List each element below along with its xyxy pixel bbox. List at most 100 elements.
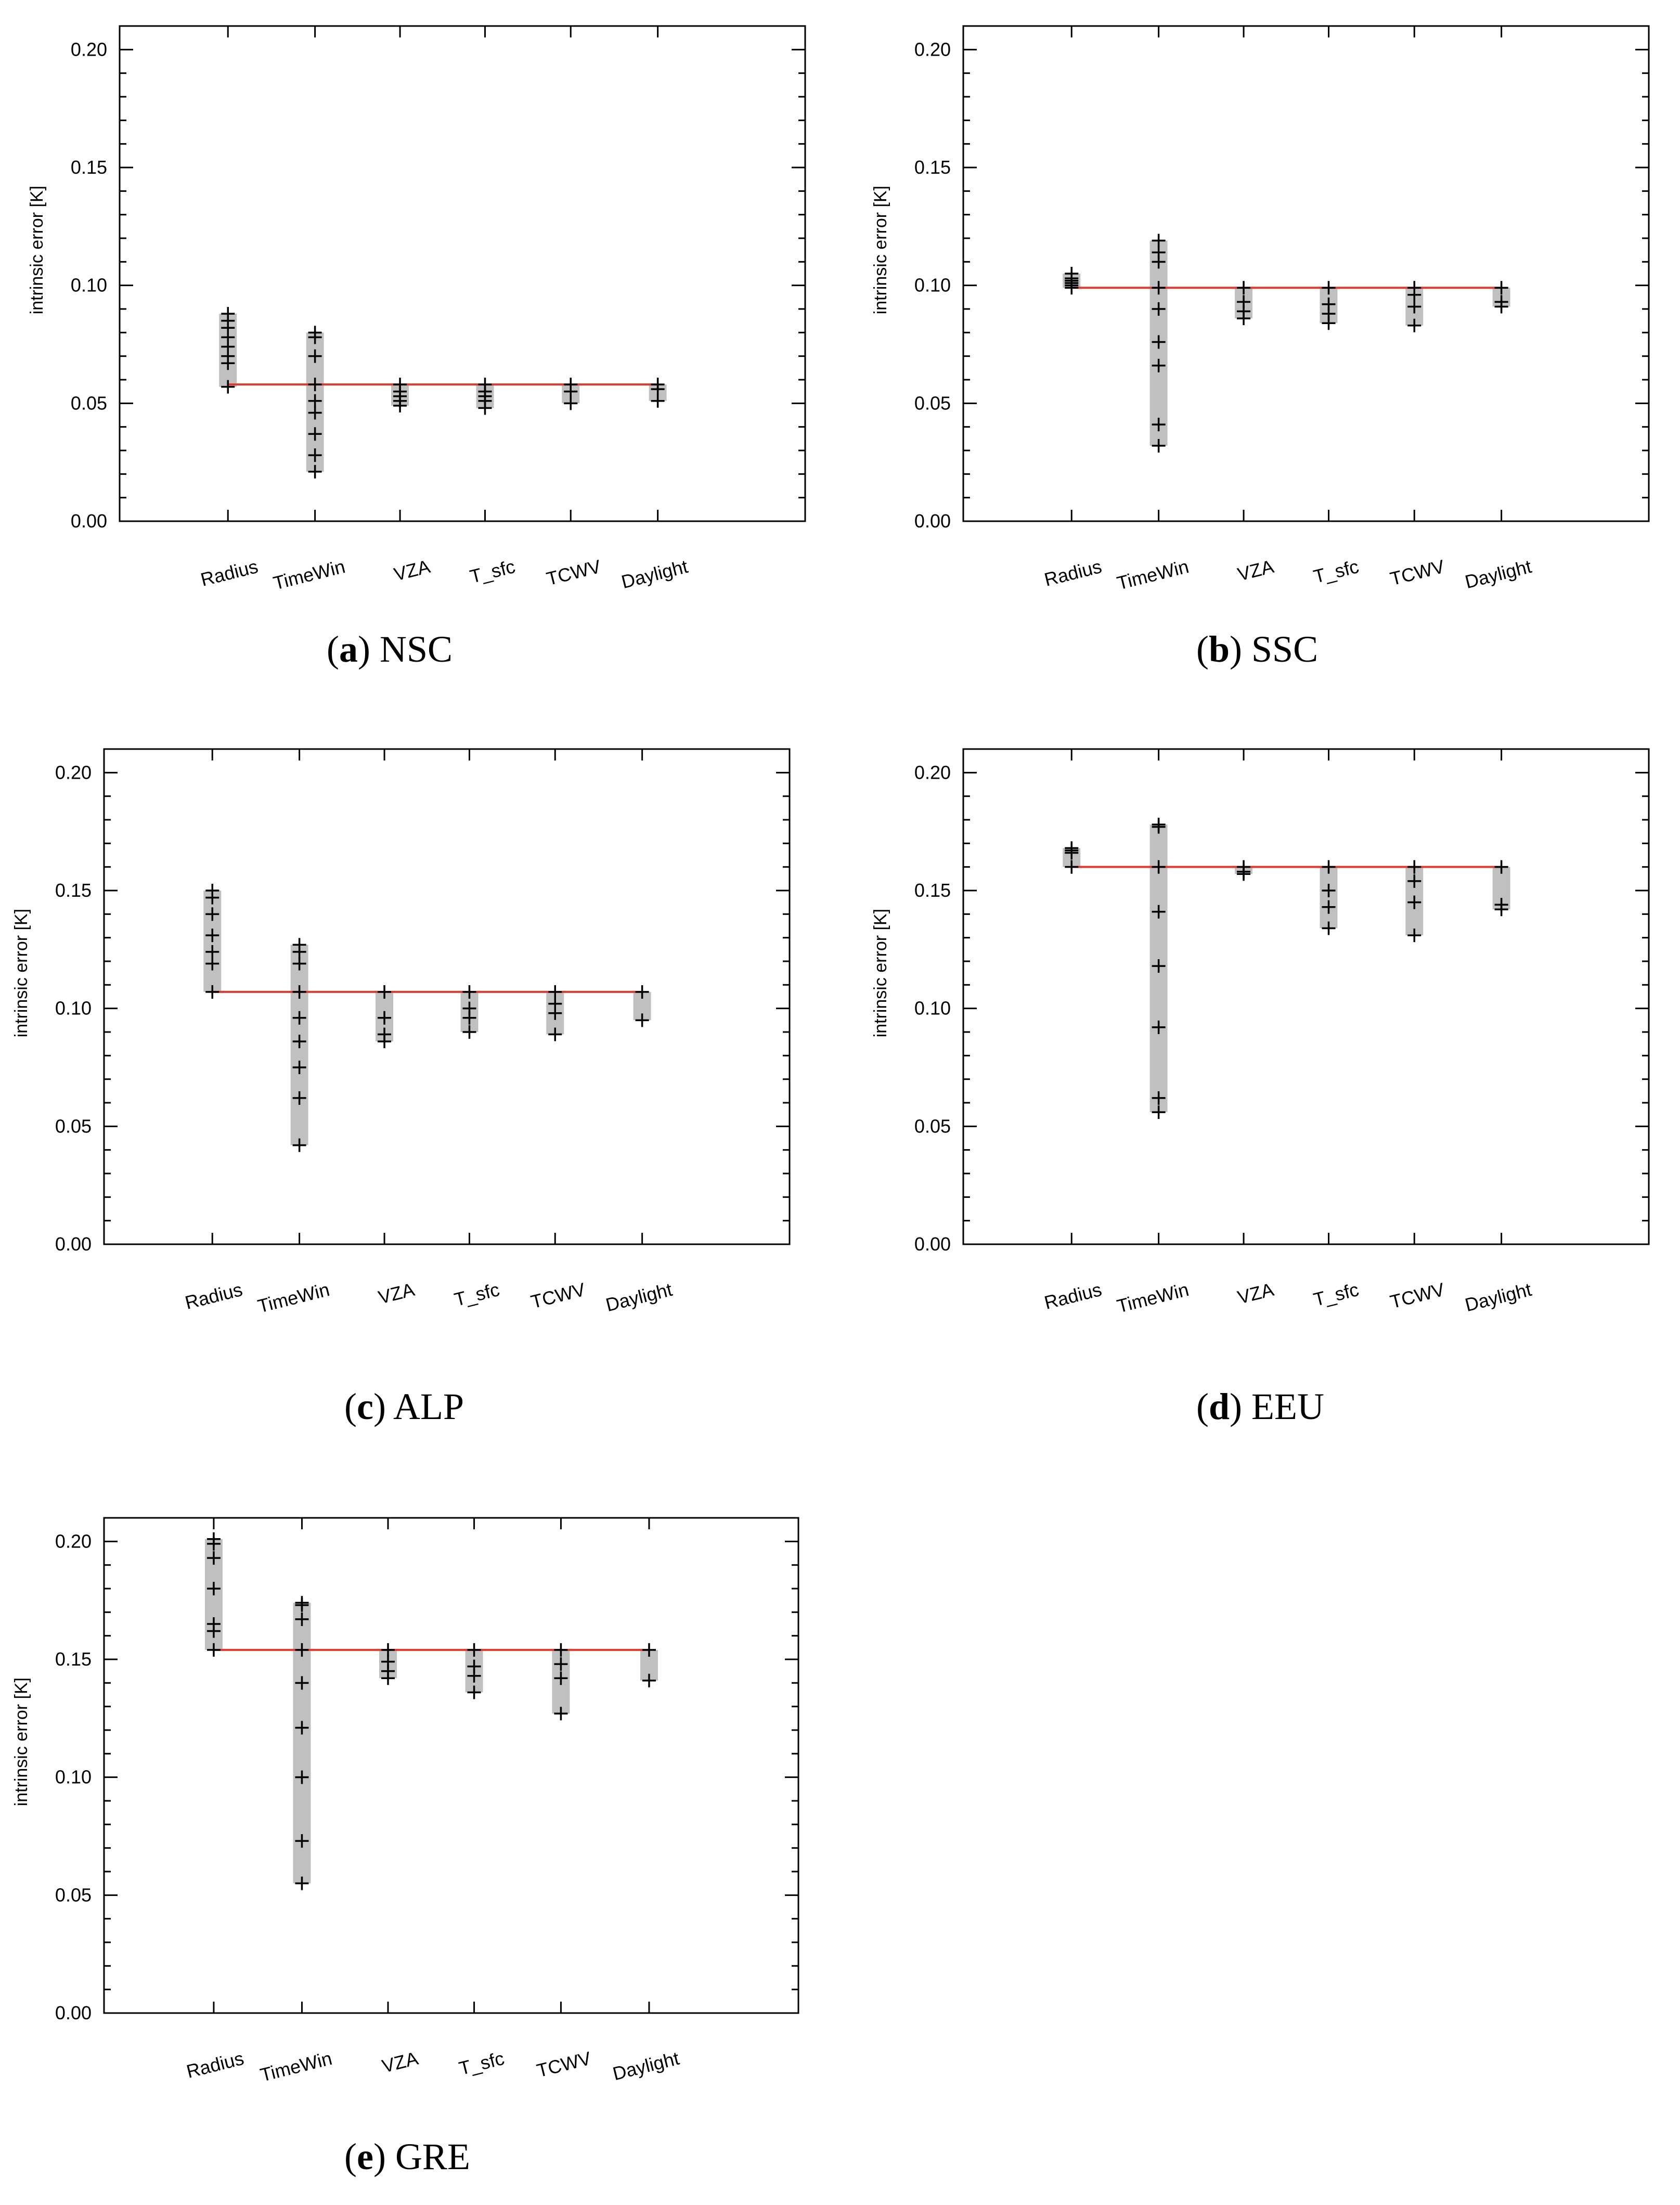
data-point-tcwv xyxy=(1407,300,1421,314)
data-point-timewin xyxy=(292,985,306,999)
chart-panel-a: 0.00 0.05 0.10 0.15 0.20 intrinsic error [K] R… xyxy=(27,25,806,670)
y-tick-label: 0.20 xyxy=(55,1530,92,1552)
chart-panel-e: 0.00 0.05 0.10 0.15 0.20 intrinsic error [K] R… xyxy=(11,1517,799,2177)
caption-letter: e xyxy=(357,2136,373,2177)
caption-region: NSC xyxy=(380,628,453,670)
data-point-timewin xyxy=(295,1676,309,1690)
data-point-daylight xyxy=(642,1673,656,1687)
y-tick-label: 0.20 xyxy=(55,762,92,783)
data-point-timewin xyxy=(295,1596,309,1610)
x-tick-label-tcwv: TCWV xyxy=(1388,1279,1446,1312)
data-point-daylight xyxy=(1494,898,1508,912)
data-point-daylight xyxy=(635,985,649,999)
data-point-timewin xyxy=(1152,234,1166,248)
data-point-timewin xyxy=(308,406,322,420)
y-tick-label: 0.05 xyxy=(914,392,951,414)
data-point-radius xyxy=(1065,267,1079,280)
data-point-timewin xyxy=(292,1061,306,1074)
y-axis-label: intrinsic error [K] xyxy=(11,909,31,1038)
data-point-vza xyxy=(1237,281,1251,295)
caption-letter: a xyxy=(339,628,358,670)
x-tick-label-daylight: Daylight xyxy=(1463,556,1533,592)
data-point-vza xyxy=(378,1027,392,1041)
chart-panel-d: 0.00 0.05 0.10 0.15 0.20 intrinsic error [K] R… xyxy=(871,748,1650,1427)
data-point-timewin xyxy=(1152,818,1166,832)
data-point-t_sfc xyxy=(467,1685,481,1699)
x-tick-label-tcwv: TCWV xyxy=(1388,556,1446,589)
data-point-timewin xyxy=(292,1138,306,1152)
x-tick-label-vza: VZA xyxy=(1235,1279,1276,1308)
x-tick-label-tcwv: TCWV xyxy=(528,1279,587,1312)
data-point-radius xyxy=(205,957,219,971)
plot-frame xyxy=(119,25,806,522)
data-point-timewin xyxy=(295,1643,309,1657)
data-point-timewin xyxy=(1152,246,1166,260)
caption-paren-close: ) xyxy=(1230,628,1251,670)
data-point-tcwv xyxy=(1407,281,1421,295)
data-point-t_sfc xyxy=(1322,921,1336,935)
data-point-tcwv xyxy=(1407,860,1421,874)
data-point-t_sfc xyxy=(1322,884,1336,897)
y-tick-label: 0.15 xyxy=(914,880,951,901)
data-point-tcwv xyxy=(548,997,562,1011)
caption-letter: b xyxy=(1209,628,1230,670)
panel-caption: (c) ALP xyxy=(344,1386,464,1427)
data-point-timewin xyxy=(1152,959,1166,973)
data-point-radius xyxy=(206,1643,221,1657)
data-point-timewin xyxy=(1152,358,1166,372)
data-point-timewin xyxy=(295,1612,309,1626)
caption-paren-close: ) xyxy=(373,1386,393,1427)
data-point-t_sfc xyxy=(478,378,492,392)
x-tick-label-radius: Radius xyxy=(1042,1279,1104,1313)
x-tick-label-vza: VZA xyxy=(380,2047,420,2077)
data-point-radius xyxy=(206,1551,221,1565)
y-tick-label: 0.15 xyxy=(914,157,951,178)
data-point-timewin xyxy=(292,938,306,952)
x-tick-label-timewin: TimeWin xyxy=(1115,1279,1191,1317)
x-tick-label-timewin: TimeWin xyxy=(255,1279,331,1317)
data-point-timewin xyxy=(1152,1105,1166,1119)
y-tick-label: 0.00 xyxy=(914,510,951,532)
data-point-daylight xyxy=(1494,860,1508,874)
x-tick-label-timewin: TimeWin xyxy=(271,556,347,594)
data-point-radius xyxy=(206,1582,221,1595)
data-point-timewin xyxy=(1152,439,1166,453)
data-point-radius xyxy=(1065,860,1079,874)
y-tick-label: 0.00 xyxy=(71,510,107,532)
data-point-tcwv xyxy=(1407,895,1421,909)
panel-caption: (b) SSC xyxy=(1196,628,1318,670)
data-point-timewin xyxy=(1152,335,1166,349)
data-point-tcwv xyxy=(554,1707,568,1721)
range-bar-t_sfc xyxy=(1320,867,1338,929)
data-point-radius xyxy=(205,985,219,999)
x-tick-label-vza: VZA xyxy=(376,1279,417,1308)
data-point-vza xyxy=(378,985,392,999)
data-point-timewin xyxy=(295,1721,309,1735)
data-point-timewin xyxy=(1152,860,1166,874)
data-point-tcwv xyxy=(564,378,578,392)
data-point-timewin xyxy=(308,378,322,392)
y-tick-label: 0.10 xyxy=(914,998,951,1019)
caption-region: GRE xyxy=(395,2136,470,2177)
data-point-daylight xyxy=(651,378,665,392)
data-point-radius xyxy=(206,1532,221,1546)
y-tick-label: 0.10 xyxy=(55,998,92,1019)
data-point-tcwv xyxy=(548,1027,562,1041)
x-tick-label-daylight: Daylight xyxy=(1463,1279,1533,1316)
x-tick-label-t_sfc: T_sfc xyxy=(452,1279,501,1310)
data-point-timewin xyxy=(292,1035,306,1049)
data-point-timewin xyxy=(308,448,322,462)
y-tick-label: 0.10 xyxy=(55,1766,92,1788)
data-point-timewin xyxy=(308,427,322,441)
y-tick-label: 0.20 xyxy=(71,38,107,60)
data-point-daylight xyxy=(635,1013,649,1027)
data-point-t_sfc xyxy=(1322,297,1336,311)
data-point-timewin xyxy=(308,465,322,479)
caption-paren-open: ( xyxy=(327,628,339,670)
y-tick-label: 0.20 xyxy=(914,762,951,783)
data-point-t_sfc xyxy=(467,1659,481,1673)
x-tick-label-daylight: Daylight xyxy=(611,2047,681,2084)
plot-frame xyxy=(103,1517,799,2014)
data-point-timewin xyxy=(308,394,322,408)
